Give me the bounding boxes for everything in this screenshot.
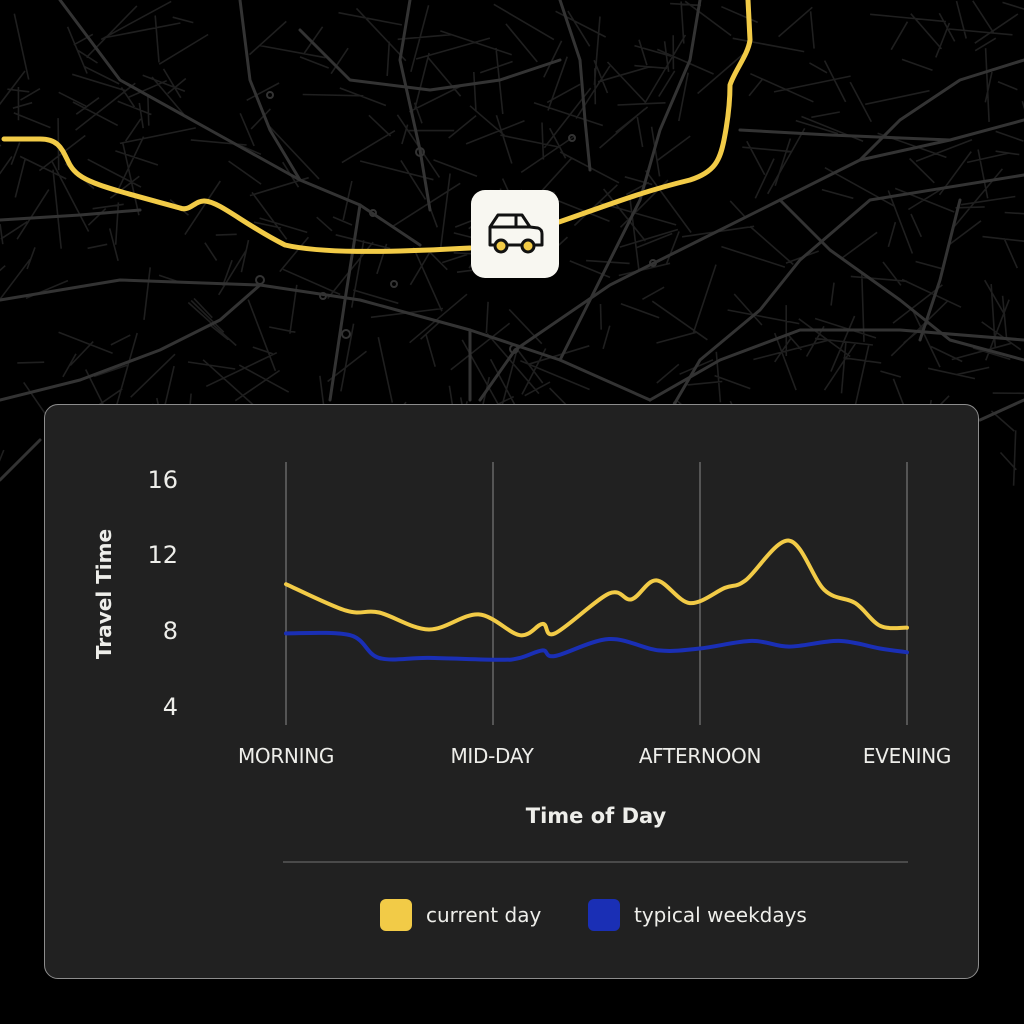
x-tick-mid-day: MID-DAY [450, 744, 534, 768]
x-tick-evening: EVENING [862, 744, 952, 768]
y-tick: 8 [162, 617, 178, 645]
legend-swatch-current-day [380, 899, 412, 931]
legend-item-typical-weekdays[interactable]: typical weekdays [588, 899, 807, 931]
car-icon [488, 213, 544, 254]
travel-time-chart-panel [44, 404, 979, 979]
car-location-marker[interactable] [471, 190, 559, 278]
series-line-current-day [284, 538, 909, 638]
x-tick-afternoon: AFTERNOON [638, 744, 762, 768]
y-axis-label: Travel Time [92, 528, 116, 660]
legend-swatch-typical-weekdays [588, 899, 620, 931]
y-tick: 4 [162, 693, 178, 721]
y-tick: 16 [147, 466, 178, 494]
x-tick-morning: MORNING [237, 744, 335, 768]
series-line-typical-weekdays [284, 630, 909, 662]
legend-divider [283, 861, 908, 863]
legend-item-current-day[interactable]: current day [380, 899, 541, 931]
legend-label: current day [426, 903, 542, 927]
route-path [1, 136, 473, 254]
x-axis-label: Time of Day [525, 804, 667, 828]
y-tick: 12 [147, 541, 178, 569]
legend-label: typical weekdays [634, 903, 807, 927]
